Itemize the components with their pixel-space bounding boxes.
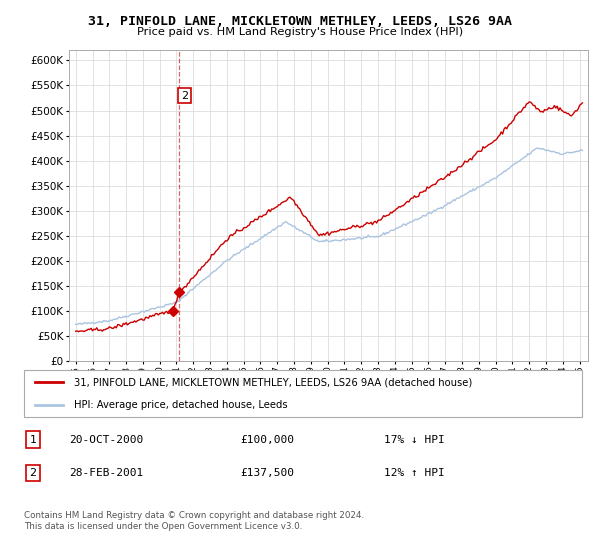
Text: Price paid vs. HM Land Registry's House Price Index (HPI): Price paid vs. HM Land Registry's House … [137,27,463,37]
Text: This data is licensed under the Open Government Licence v3.0.: This data is licensed under the Open Gov… [24,522,302,531]
Text: 28-FEB-2001: 28-FEB-2001 [69,468,143,478]
Text: 31, PINFOLD LANE, MICKLETOWN METHLEY, LEEDS, LS26 9AA: 31, PINFOLD LANE, MICKLETOWN METHLEY, LE… [88,15,512,28]
Text: £100,000: £100,000 [240,435,294,445]
Text: 2: 2 [181,91,188,100]
Text: Contains HM Land Registry data © Crown copyright and database right 2024.: Contains HM Land Registry data © Crown c… [24,511,364,520]
Text: HPI: Average price, detached house, Leeds: HPI: Average price, detached house, Leed… [74,400,288,410]
Text: 2: 2 [29,468,37,478]
Text: 20-OCT-2000: 20-OCT-2000 [69,435,143,445]
Text: £137,500: £137,500 [240,468,294,478]
Text: 17% ↓ HPI: 17% ↓ HPI [384,435,445,445]
Text: 1: 1 [29,435,37,445]
FancyBboxPatch shape [24,370,582,417]
Text: 12% ↑ HPI: 12% ↑ HPI [384,468,445,478]
Text: 31, PINFOLD LANE, MICKLETOWN METHLEY, LEEDS, LS26 9AA (detached house): 31, PINFOLD LANE, MICKLETOWN METHLEY, LE… [74,377,472,388]
